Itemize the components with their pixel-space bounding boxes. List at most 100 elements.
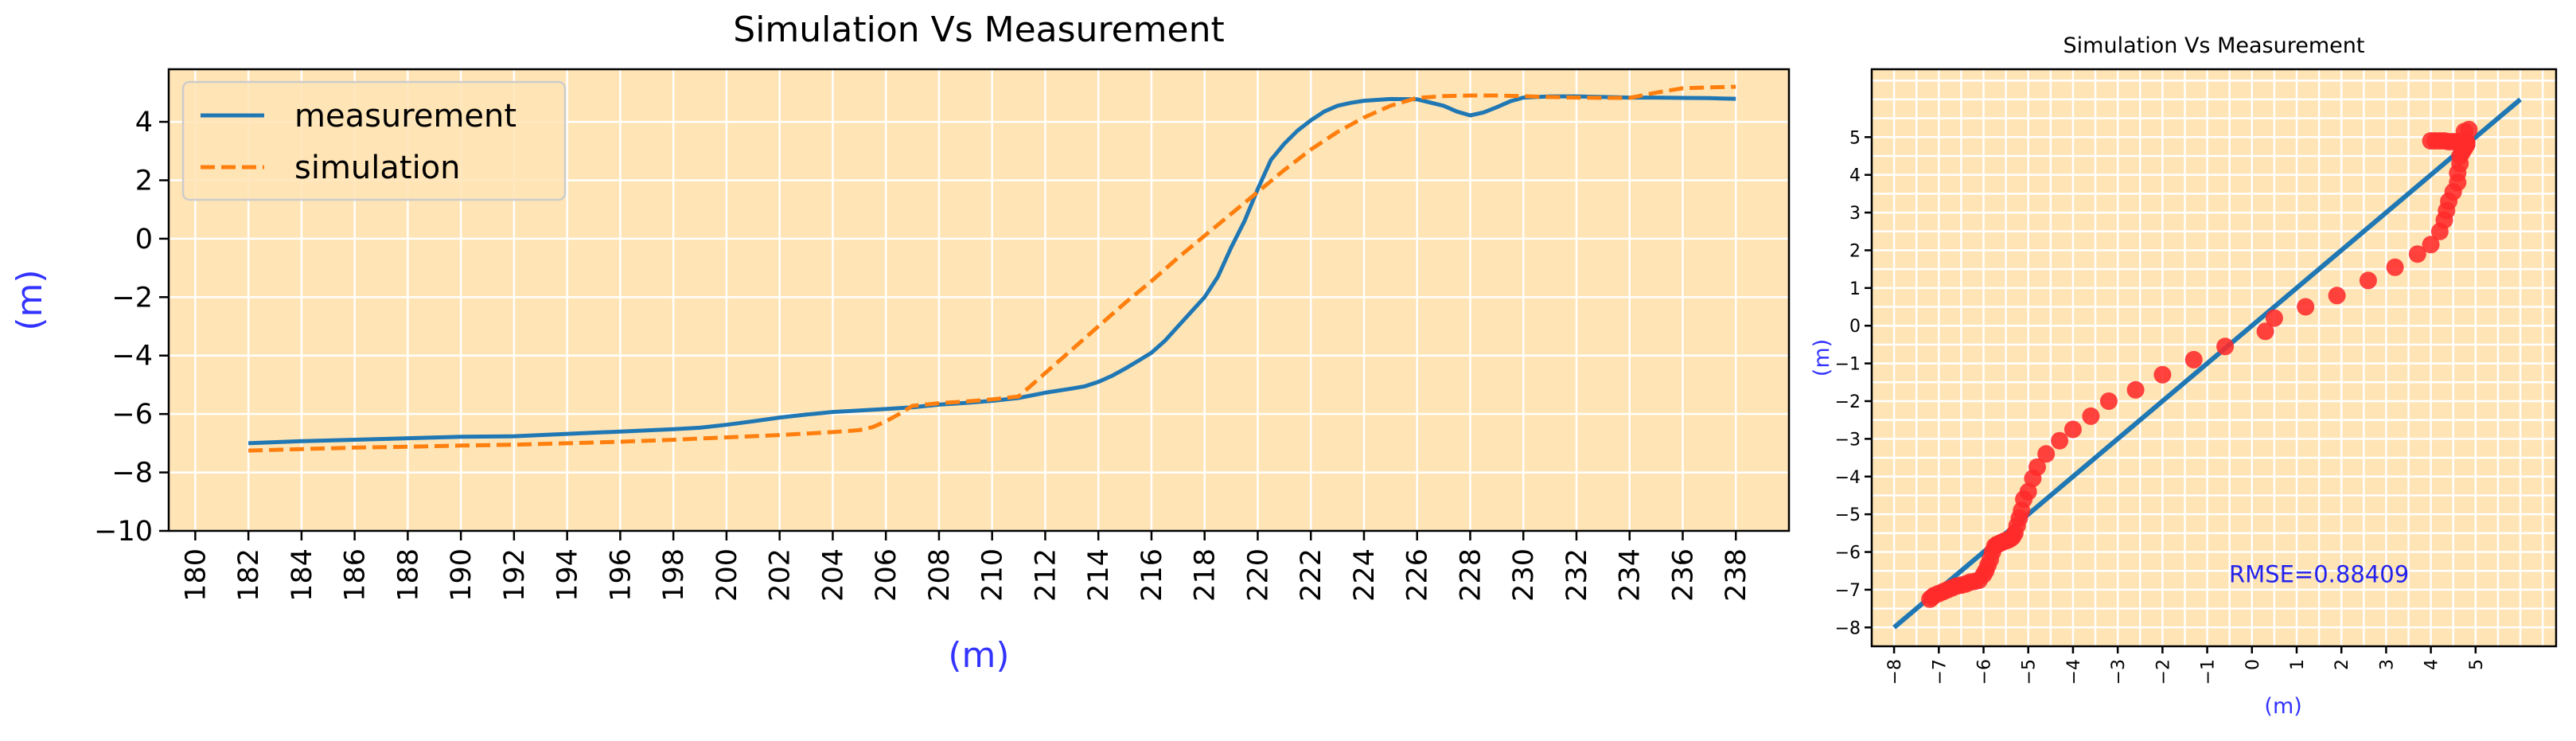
y-tick-label: 2	[135, 165, 153, 197]
x-tick-label: 212	[1030, 548, 1062, 602]
x-tick-label: 206	[871, 548, 902, 602]
scatter-point	[2184, 350, 2203, 369]
x-axis-label: (m)	[2264, 694, 2301, 719]
x-tick-label: 3	[2377, 659, 2397, 670]
scatter-point	[2359, 271, 2377, 290]
y-tick-label: 0	[135, 224, 153, 255]
x-tick-label: 238	[1721, 548, 1752, 602]
y-tick-label: −7	[1835, 581, 1861, 601]
scatter-point	[2126, 380, 2145, 399]
x-tick-label: 200	[711, 548, 743, 602]
x-tick-label: 182	[233, 548, 265, 602]
x-tick-label: 4	[2422, 659, 2442, 670]
x-tick-label: 214	[1083, 548, 1115, 602]
x-tick-label: 220	[1242, 548, 1274, 602]
scatter-point	[2051, 431, 2069, 450]
y-tick-label: 5	[1849, 128, 1861, 148]
scatter-point	[2216, 337, 2235, 356]
scatter-point	[2328, 287, 2346, 305]
y-tick-label: −6	[111, 399, 153, 431]
y-tick-label: −5	[1835, 505, 1861, 525]
y-tick-label: −3	[1835, 430, 1861, 450]
x-tick-label: 236	[1667, 548, 1699, 602]
legend-box	[181, 80, 567, 201]
scatter-point	[2297, 298, 2315, 316]
x-tick-label: 198	[658, 548, 690, 602]
y-tick-label: −6	[1835, 544, 1861, 564]
x-axis-ticks: −8 −7 −6 −5 −4 −3 −2 −1 0 1 2 3 4 5	[1885, 646, 2487, 684]
scatter-point	[2099, 392, 2118, 410]
y-tick-label: −1	[1835, 355, 1861, 375]
x-tick-label: −3	[2109, 659, 2129, 684]
grid-lines	[1872, 69, 2556, 646]
scatter-point	[2460, 120, 2478, 138]
x-tick-label: 232	[1561, 548, 1593, 602]
x-tick-label: 2	[2332, 659, 2352, 670]
y-tick-label: 4	[135, 107, 153, 138]
x-tick-label: 222	[1296, 548, 1327, 602]
legend-label-simulation: simulation	[294, 150, 461, 186]
x-tick-label: 204	[817, 548, 849, 602]
y-tick-label: 1	[1849, 279, 1861, 299]
y-tick-label: 2	[1849, 241, 1861, 261]
x-axis-ticks: 180 182 184 186 188 190 192 194 196 198 200 202 204 2…	[180, 531, 1752, 602]
x-tick-label: 0	[2243, 659, 2263, 670]
legend: measurement simulation	[181, 80, 567, 201]
x-tick-label: 188	[392, 548, 424, 602]
x-tick-label: 208	[924, 548, 956, 602]
y-tick-label: 3	[1849, 204, 1861, 224]
x-tick-label: −4	[2064, 659, 2084, 684]
x-tick-label: 228	[1455, 548, 1487, 602]
plot-frame	[1870, 68, 2558, 648]
chart-title: Simulation Vs Measurement	[733, 10, 1224, 50]
x-tick-label: 1	[2288, 659, 2308, 670]
x-tick-label: 186	[340, 548, 372, 602]
x-tick-label: 224	[1349, 548, 1381, 602]
y-axis-ticks: −10 −8 −6 −4 −2 0 2 4	[94, 107, 169, 548]
scatter-point	[2256, 322, 2274, 341]
x-tick-label: 5	[2467, 659, 2487, 670]
x-tick-label: 196	[605, 548, 637, 602]
series-lines	[248, 84, 1736, 453]
line-chart: 180 182 184 186 188 190 192 194 196 198 200 202 204 2…	[10, 10, 1791, 676]
scatter-point	[2422, 236, 2440, 254]
x-tick-label: −5	[2020, 659, 2040, 684]
scatter-point	[2422, 132, 2440, 150]
rmse-annotation: RMSE=0.88409	[2229, 560, 2409, 587]
x-tick-label: 202	[765, 548, 797, 602]
y-tick-label: −4	[111, 341, 153, 372]
y-tick-label: −8	[1835, 618, 1861, 638]
x-tick-label: 184	[286, 548, 318, 602]
x-tick-label: −1	[2199, 659, 2219, 684]
y-tick-label: −4	[1835, 468, 1861, 488]
legend-label-measurement: measurement	[294, 98, 516, 135]
series-line-measurement	[248, 94, 1736, 446]
y-tick-label: −2	[1835, 392, 1861, 412]
x-tick-label: 180	[180, 548, 212, 602]
x-tick-label: −2	[2153, 659, 2173, 684]
x-tick-label: 234	[1615, 548, 1647, 602]
y-tick-label: 4	[1849, 166, 1861, 186]
scatter-point	[2265, 309, 2283, 327]
x-axis-label: (m)	[948, 635, 1009, 676]
scatter-chart: −8 −7 −6 −5 −4 −3 −2 −1 0 1 2 3 4 5 −8 −7 −6 −5 −4 −3 −2 −1 0…	[1810, 33, 2558, 719]
y-tick-label: 0	[1849, 317, 1861, 337]
plot-frame	[167, 68, 1791, 532]
chart-title: Simulation Vs Measurement	[2064, 33, 2365, 58]
y-axis-label: (m)	[10, 269, 50, 330]
x-tick-label: 226	[1402, 548, 1434, 602]
scatter-point	[2408, 245, 2426, 263]
y-tick-label: −8	[111, 458, 153, 489]
scatter-point	[2028, 458, 2046, 476]
x-tick-label: −7	[1930, 659, 1950, 684]
scatter-point	[2386, 258, 2404, 276]
scatter-point	[2019, 482, 2037, 501]
y-tick-label: −10	[94, 516, 153, 548]
y-axis-label: (m)	[1810, 339, 1834, 376]
x-tick-label: 194	[552, 548, 584, 602]
x-tick-label: 218	[1190, 548, 1222, 602]
scatter-point	[2082, 407, 2100, 425]
x-tick-label: 230	[1508, 548, 1540, 602]
